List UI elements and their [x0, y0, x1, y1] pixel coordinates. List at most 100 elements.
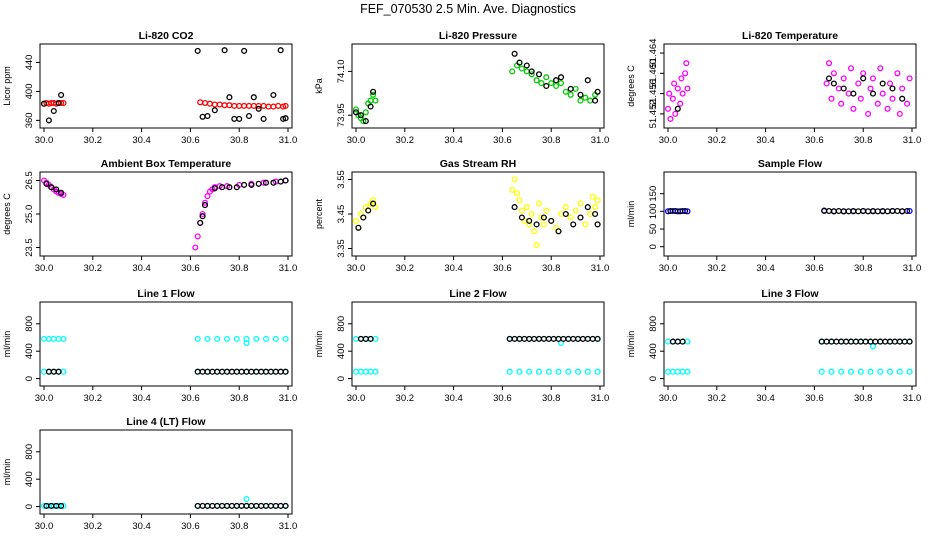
average-point: [516, 368, 523, 375]
sample-point: [679, 338, 686, 345]
chart-panel-2: Li-820 Pressure kPa 30.0 30.2 30.4 30.6 30.8 31…: [314, 30, 609, 146]
sample-point: [270, 91, 277, 99]
sample-point: [560, 335, 567, 342]
y-tick-label: 100: [648, 203, 659, 219]
average-point: [40, 335, 48, 342]
average-point: [372, 97, 379, 104]
y-tick-label: 50: [648, 224, 659, 235]
sample-point: [226, 94, 233, 101]
sample-point: [260, 115, 267, 122]
sample-point: [833, 338, 840, 345]
sample-point: [904, 207, 911, 215]
sample-point: [540, 214, 547, 221]
average-point: [896, 368, 903, 375]
average-point: [526, 368, 533, 375]
sample-point: [282, 502, 289, 509]
average-point: [896, 110, 903, 117]
sample-point: [194, 368, 201, 375]
chart-title: Line 4 (LT) Flow: [126, 416, 206, 428]
average-point: [526, 221, 533, 228]
sample-point: [577, 214, 584, 221]
average-point: [535, 200, 543, 207]
average-point: [55, 335, 62, 342]
sample-point: [209, 368, 216, 375]
sample-point: [584, 204, 591, 211]
sample-point: [828, 338, 835, 345]
plot-frame: [351, 171, 605, 257]
average-point: [528, 71, 535, 78]
sample-point: [277, 47, 284, 54]
average-point: [282, 102, 289, 109]
sample-point: [860, 207, 867, 215]
average-point: [867, 368, 874, 375]
average-point: [543, 74, 550, 81]
plot-frame: [39, 43, 293, 129]
average-point: [231, 102, 238, 109]
x-tick-label: 30.8: [542, 135, 561, 146]
x-tick-label: 31.0: [903, 263, 922, 274]
y-tick-label: 23.5: [24, 238, 35, 257]
average-point: [216, 101, 223, 108]
sample-point: [219, 368, 226, 375]
average-point: [45, 335, 52, 342]
y-tick-label: 800: [24, 444, 35, 460]
sample-point: [362, 118, 369, 125]
average-point: [886, 80, 894, 87]
sample-point: [594, 221, 601, 228]
x-tick-label: 30.8: [230, 393, 249, 404]
average-point: [869, 75, 877, 82]
sample-point: [847, 338, 855, 345]
average-point: [194, 335, 201, 342]
average-point: [533, 77, 540, 84]
x-tick-label: 30.2: [396, 393, 415, 404]
sample-point: [825, 75, 833, 82]
sample-point: [584, 77, 591, 84]
sample-point: [282, 177, 289, 184]
sample-point: [567, 85, 574, 92]
average-point: [874, 100, 881, 107]
y-axis-label: ml/min: [2, 459, 12, 486]
x-tick-label: 30.0: [347, 393, 366, 404]
sample-point: [526, 217, 533, 224]
chart-panel-7: Line 1 Flow ml/min 30.0 30.2 30.4 30.6 30.8 31.…: [2, 288, 297, 404]
average-point: [50, 335, 57, 342]
chart-title: Li-820 Pressure: [439, 30, 517, 42]
x-tick-label: 30.0: [659, 393, 678, 404]
sample-point: [850, 90, 857, 97]
sample-point: [219, 184, 226, 191]
chart-title: Li-820 CO2: [139, 30, 194, 42]
sample-point: [258, 368, 265, 375]
average-point: [838, 368, 845, 375]
y-axis-label: ml/min: [626, 201, 636, 228]
sample-point: [365, 207, 372, 214]
average-point: [531, 228, 538, 235]
chart-panel-4: Ambient Box Temperature degrees C 30.0 30.2…: [2, 158, 297, 274]
x-tick-label: 30.2: [396, 135, 415, 146]
average-point: [672, 110, 679, 117]
y-tick-label: 51.464: [648, 39, 659, 68]
sample-point: [53, 186, 60, 193]
sample-point: [882, 338, 889, 345]
average-point: [594, 368, 601, 375]
sample-point: [204, 112, 211, 120]
sample-point: [214, 368, 221, 375]
x-tick-label: 30.8: [542, 393, 561, 404]
average-point: [538, 214, 545, 221]
sample-point: [516, 335, 523, 342]
chart-panel-9: Line 3 Flow ml/min 30.0 30.2 30.4 30.6 30.8 31.…: [626, 288, 921, 404]
average-point: [886, 368, 894, 375]
average-point: [850, 105, 857, 112]
sample-point: [823, 338, 830, 345]
sample-point: [352, 109, 360, 116]
sample-point: [50, 368, 57, 375]
sample-point: [236, 115, 243, 122]
sample-point: [592, 97, 599, 104]
average-point: [574, 368, 582, 375]
sample-point: [818, 338, 825, 345]
average-point: [567, 214, 574, 221]
y-tick-label: 440: [24, 55, 35, 71]
x-tick-label: 30.0: [347, 135, 366, 146]
sample-point: [852, 338, 859, 345]
sample-point: [523, 62, 530, 69]
sample-point: [241, 47, 248, 54]
